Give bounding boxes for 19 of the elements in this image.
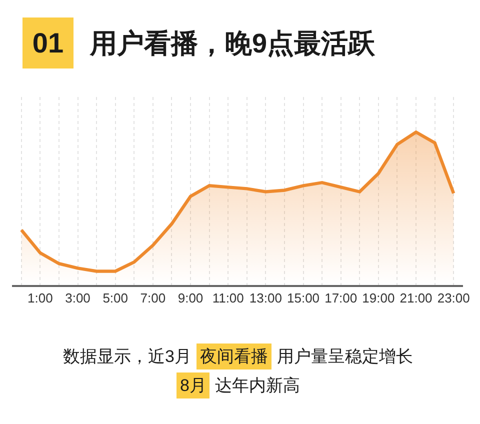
text: 01: [32, 28, 64, 58]
x-tick-label: 15:00: [286, 290, 320, 306]
x-tick-label: 13:00: [249, 290, 282, 306]
x-tick-label: 11:00: [212, 290, 244, 306]
text: 达年内新高: [215, 376, 300, 395]
text: 8月: [180, 376, 206, 395]
text: 用户量呈稳定增长: [277, 347, 413, 366]
x-tick-label: 3:00: [65, 290, 90, 306]
x-tick-label: 17:00: [324, 290, 358, 306]
text: 数据显示，近3月: [63, 347, 192, 366]
x-tick-label: 23:00: [437, 290, 470, 306]
x-tick-label: 5:00: [102, 290, 128, 306]
chart-title: 用户看播，晚9点最活跃: [89, 28, 376, 58]
text: 夜间看播: [200, 347, 268, 366]
x-tick-label: 21:00: [400, 290, 432, 306]
x-tick-label: 7:00: [140, 290, 166, 306]
x-tick-label: 1:00: [28, 290, 53, 306]
x-tick-label: 19:00: [362, 290, 395, 306]
x-tick-label: 9:00: [178, 290, 204, 306]
